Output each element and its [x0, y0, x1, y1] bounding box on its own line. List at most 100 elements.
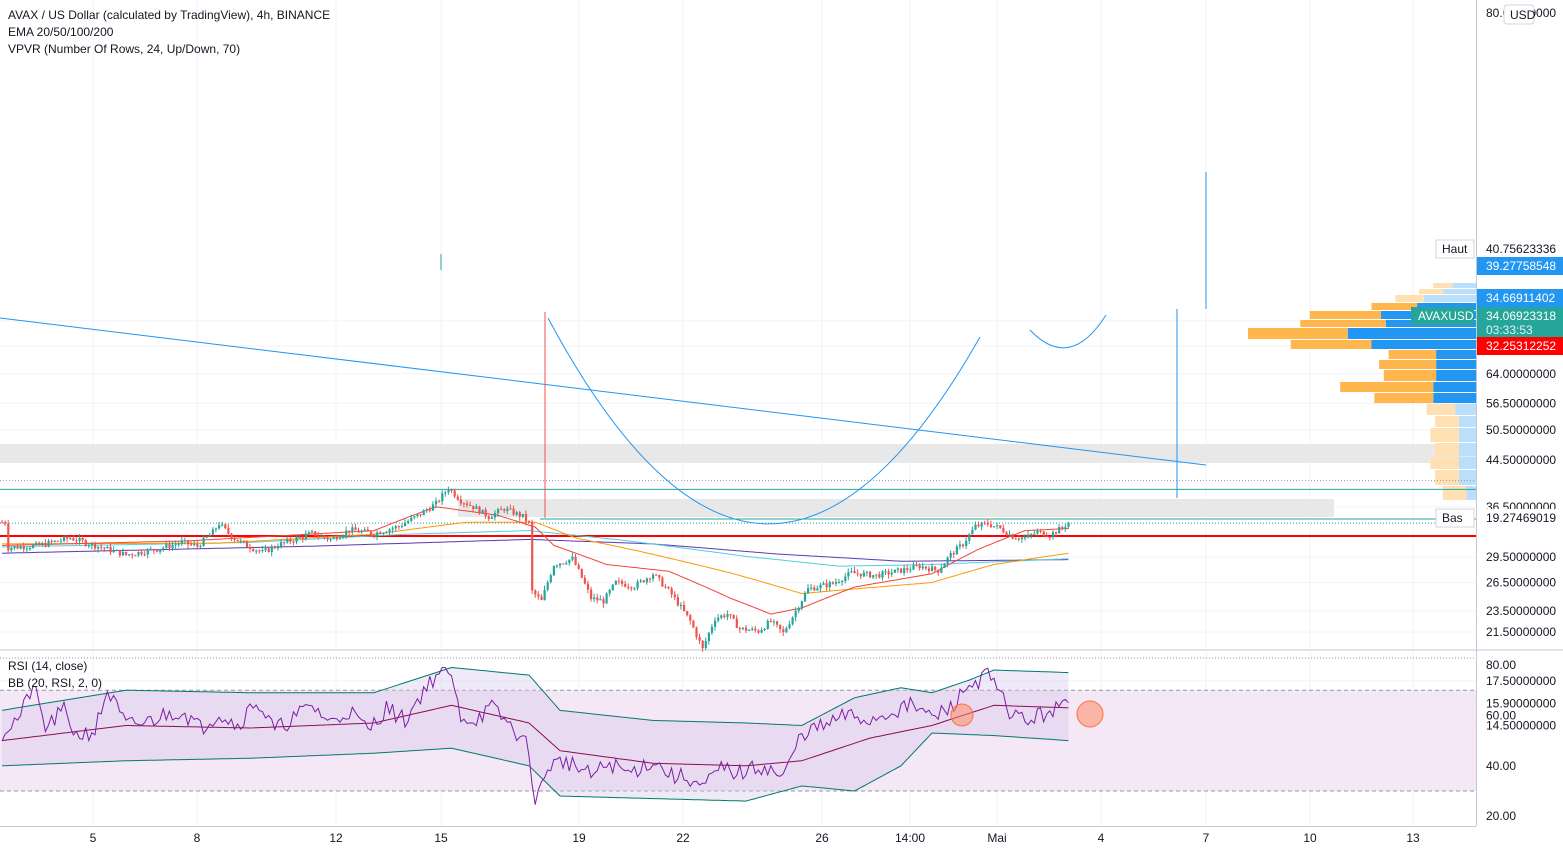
- volume-bar-down: [1248, 328, 1348, 339]
- candle-body: [590, 589, 593, 600]
- symbol-title[interactable]: AVAX / US Dollar (calculated by TradingV…: [8, 8, 331, 22]
- ema-legend[interactable]: EMA 20/50/100/200: [8, 25, 114, 39]
- volume-bar-up: [1417, 303, 1476, 310]
- resistance-badge[interactable]: 39.27758548: [1477, 257, 1563, 275]
- candle-body: [326, 537, 329, 540]
- currency-button-label[interactable]: USD: [1510, 8, 1536, 22]
- bb-basis-line[interactable]: [1, 704, 1069, 767]
- candle-body: [720, 615, 723, 618]
- candle-body: [388, 529, 391, 533]
- rsi-legend-title[interactable]: RSI (14, close): [8, 659, 88, 673]
- candle-body: [664, 586, 667, 588]
- volume-bar-down: [1426, 404, 1456, 415]
- candle-body: [373, 534, 376, 537]
- volume-bar-up: [1458, 428, 1476, 442]
- candle-body: [273, 546, 276, 548]
- low-badge[interactable]: 19.27469019 Bas: [1435, 508, 1563, 528]
- vpvr-legend[interactable]: VPVR (Number Of Rows, 24, Up/Down, 70): [8, 42, 241, 56]
- bb-lower-line[interactable]: [1, 732, 1069, 802]
- candle-body: [667, 586, 670, 589]
- candle-body: [766, 621, 769, 629]
- candle-body: [314, 531, 317, 536]
- bb-upper-line[interactable]: [1, 666, 1069, 727]
- cup-arc[interactable]: [547, 317, 981, 525]
- support-zone-lower[interactable]: [458, 499, 1334, 517]
- candle-body: [487, 516, 490, 519]
- candle-body: [332, 536, 335, 539]
- support-zone-upper[interactable]: [0, 444, 1476, 463]
- currency-button-box[interactable]: [1503, 4, 1535, 25]
- volume-bar-down: [1388, 350, 1437, 359]
- neckline-badge[interactable]: 34.66911402: [1477, 289, 1563, 307]
- candle-body: [673, 594, 676, 598]
- time-axis[interactable]: 5 8 12 15 19 22 26 14:00 Mai 4 7 10 13: [90, 831, 1420, 845]
- candle-body: [1036, 530, 1039, 534]
- volume-bar-up: [1466, 486, 1476, 500]
- candle-body: [965, 540, 968, 546]
- volume-bar-up: [1423, 295, 1476, 302]
- symbol-tag-label: AVAXUSD: [1418, 309, 1474, 323]
- volume-bar-down: [1340, 382, 1434, 392]
- rsi-marker-circle[interactable]: [1076, 700, 1104, 728]
- ema50-line[interactable]: [2, 521, 1069, 595]
- candle-body: [788, 624, 791, 629]
- candle-body: [469, 505, 472, 507]
- candle-body: [946, 557, 949, 564]
- candle-body: [686, 611, 689, 616]
- rsi-axis[interactable]: 80.00 60.00 40.00 20.00: [1486, 658, 1516, 823]
- ema20-line[interactable]: [2, 506, 1069, 615]
- candle-body: [512, 508, 515, 515]
- candle-body: [559, 563, 562, 566]
- candle-body: [345, 530, 348, 536]
- rsi-line[interactable]: [1, 667, 1069, 805]
- candle-body: [382, 532, 385, 535]
- price-tick-label: 56.50000000: [1486, 396, 1556, 410]
- candle-body: [847, 572, 850, 577]
- candle-body: [307, 532, 311, 535]
- candle-body: [19, 546, 22, 549]
- red-level-badge[interactable]: 32.25312252: [1477, 337, 1563, 355]
- downtrend-line[interactable]: [0, 317, 1207, 466]
- candle-body: [695, 627, 698, 637]
- symbol-tag: [1411, 307, 1474, 325]
- candle-body: [4, 522, 7, 524]
- volume-bar-up: [1371, 340, 1476, 349]
- high-badge[interactable]: 40.75623336 Haut: [1435, 239, 1563, 259]
- currency-button[interactable]: USD: [1503, 4, 1536, 25]
- candle-body: [800, 601, 803, 609]
- candle-body: [555, 565, 559, 567]
- candle-body: [50, 540, 53, 542]
- price-tick-label: 64.00000000: [1486, 367, 1556, 381]
- rsi-tick-label: 60.00: [1486, 708, 1516, 722]
- candle-body: [47, 540, 50, 547]
- candle-body: [1027, 534, 1030, 538]
- candle-body: [221, 524, 224, 526]
- handle-arc[interactable]: [1029, 314, 1107, 349]
- candle-body: [580, 568, 583, 578]
- candle-body: [366, 529, 369, 532]
- rsi-band-fill: [0, 690, 1476, 791]
- ema200-line[interactable]: [1, 538, 1069, 562]
- volume-profile[interactable]: [1248, 283, 1476, 500]
- candle-body: [125, 551, 128, 555]
- price-pane[interactable]: [0, 0, 1476, 648]
- volume-bar-down: [1430, 428, 1459, 442]
- candle-body: [149, 549, 152, 551]
- candle-body: [180, 540, 183, 544]
- candle-body: [648, 578, 652, 580]
- volume-bar-up: [1433, 393, 1476, 403]
- candle-body: [351, 527, 354, 532]
- price-axis[interactable]: 72.0000000064.0000000056.5000000050.5000…: [1486, 6, 1556, 732]
- low-badge-tag: [1435, 508, 1475, 528]
- candle-body: [1005, 532, 1008, 536]
- candles[interactable]: [1, 254, 1070, 652]
- candle-body: [72, 538, 75, 541]
- rsi-marker-circle[interactable]: [950, 703, 974, 727]
- candle-body: [958, 544, 962, 547]
- candle-body: [1024, 537, 1027, 539]
- bb-legend-title[interactable]: BB (20, RSI, 2, 0): [8, 676, 103, 690]
- candle-body: [97, 546, 100, 549]
- candle-body: [652, 574, 655, 579]
